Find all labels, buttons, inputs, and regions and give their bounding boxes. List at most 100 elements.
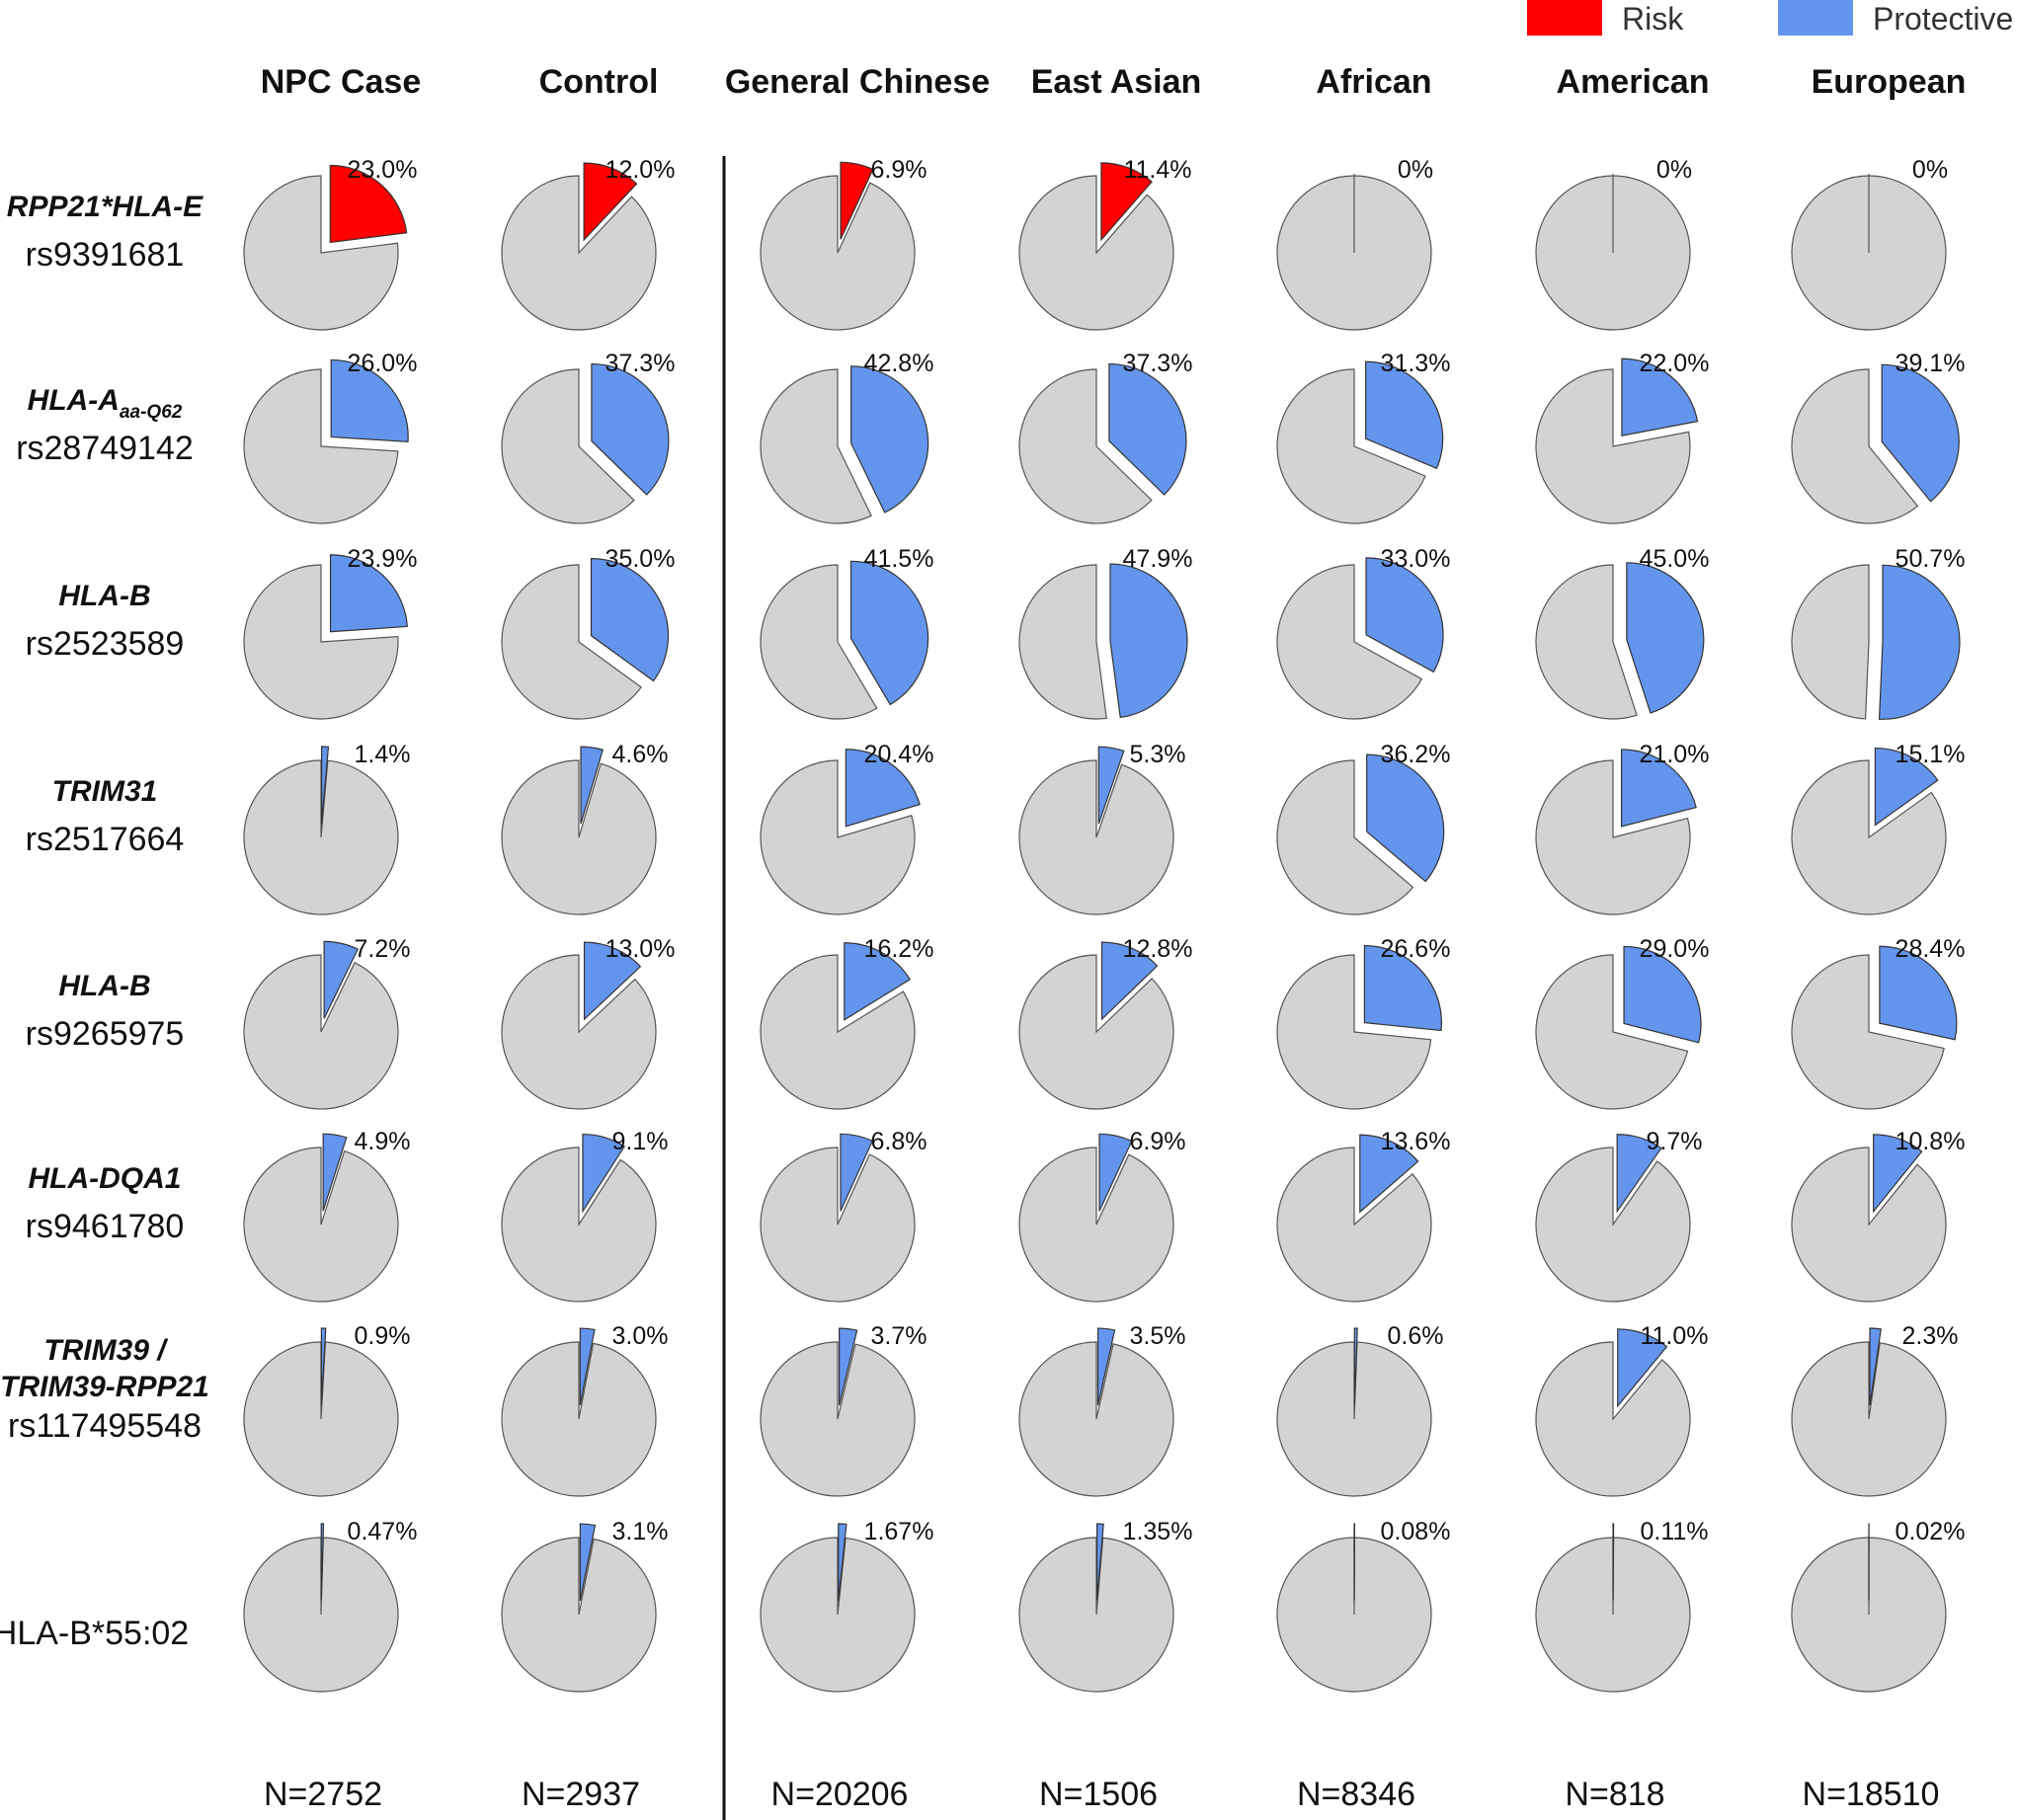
row-snp-label: rs2517664	[26, 821, 185, 858]
pie-percent-label: 0.6%	[1388, 1322, 1444, 1350]
pie-slice-other	[501, 368, 635, 524]
pie-slice-other	[1535, 759, 1691, 915]
pie-slice-other	[1535, 1147, 1691, 1303]
pie-slice-highlight	[1109, 563, 1188, 719]
row-gene-name: HLA-DQA1	[29, 1162, 182, 1195]
pie-slice-other	[1791, 1147, 1947, 1303]
pie-percent-label: 33.0%	[1381, 545, 1451, 573]
pie-slice-highlight	[850, 365, 929, 514]
pie: 0.47%	[243, 1518, 417, 1693]
pie: 41.5%	[760, 545, 934, 720]
pie-slice-highlight	[1098, 1133, 1133, 1212]
pie-slice-other	[1018, 954, 1174, 1110]
pie: 26.0%	[243, 350, 417, 524]
pie-slice-other	[243, 564, 399, 720]
column-header: NPC Case	[261, 63, 422, 101]
row-snp-label: rs9391681	[26, 236, 185, 274]
legend-label-risk: Risk	[1622, 1, 1684, 37]
pie-slice-highlight	[1879, 945, 1958, 1041]
pie-slice-other	[1276, 1537, 1432, 1693]
pie-slice-other	[1791, 759, 1947, 915]
pie-percent-label: 37.3%	[1123, 350, 1193, 377]
pie-slice-other	[1018, 1147, 1174, 1303]
column-header: General Chinese	[725, 63, 990, 101]
pie-percent-label: 1.67%	[864, 1518, 934, 1545]
pie-percent-label: 31.3%	[1381, 350, 1451, 377]
pie-slice-highlight	[1874, 747, 1939, 827]
pie-slice-highlight	[1873, 1134, 1923, 1214]
pie-slice-highlight	[1869, 1327, 1882, 1406]
pie-slice-other	[501, 564, 642, 720]
pie-slice-other	[1018, 175, 1174, 331]
pie-slice-other	[1791, 954, 1945, 1110]
pie-percent-label: 13.6%	[1381, 1128, 1451, 1155]
pie-slice-highlight	[1100, 941, 1159, 1021]
pie: 6.9%	[1018, 1128, 1186, 1303]
pie-slice-highlight	[1095, 1523, 1104, 1602]
pie-slice-other	[760, 1341, 916, 1497]
pie-percent-label: 39.1%	[1896, 350, 1966, 377]
pie-percent-label: 0%	[1398, 156, 1433, 184]
pie: 45.0%	[1535, 545, 1709, 720]
row-gene-name: HLA-A	[28, 384, 120, 417]
pie-slice-other	[1791, 564, 1870, 720]
pie: 20.4%	[760, 741, 933, 915]
column-header: American	[1557, 63, 1710, 101]
pie-slice-other	[1018, 564, 1107, 720]
pie-percent-label: 6.9%	[1130, 1128, 1186, 1155]
column-header: East Asian	[1031, 63, 1202, 101]
pie-slice-highlight	[1878, 564, 1961, 720]
pie-slice-highlight	[583, 162, 638, 242]
pie: 1.35%	[1018, 1518, 1192, 1693]
pie: 0%	[1791, 156, 1948, 331]
pie-slice-highlight	[1097, 746, 1125, 825]
pie-percent-label: 41.5%	[864, 545, 934, 573]
pie-slice-highlight	[1100, 162, 1153, 242]
pie: 4.9%	[243, 1128, 410, 1303]
pie-slice-other	[760, 954, 916, 1110]
pie-slice-highlight	[591, 362, 670, 496]
row-gene-name: HLA-B	[58, 970, 150, 1002]
pie-percent-label: 50.7%	[1896, 545, 1966, 573]
pie-slice-other	[760, 1147, 916, 1303]
pie: 3.0%	[501, 1322, 669, 1497]
pie: 23.9%	[243, 545, 417, 720]
pie-slice-highlight	[582, 1133, 625, 1214]
pie: 37.3%	[501, 350, 675, 524]
pie-percent-label: 42.8%	[864, 350, 934, 377]
pie-slice-other	[1791, 1537, 1947, 1693]
pie-percent-label: 0%	[1912, 156, 1948, 184]
pie: 0.6%	[1276, 1322, 1444, 1497]
pie-slice-other	[243, 1537, 399, 1693]
pie-slice-other	[760, 175, 916, 331]
row-gene-name: TRIM31	[52, 775, 158, 808]
pie-slice-highlight	[845, 749, 921, 828]
pie-percent-label: 0.08%	[1381, 1518, 1451, 1545]
pie-percent-label: 0.9%	[355, 1322, 411, 1350]
sample-size-label: N=18510	[1803, 1776, 1940, 1813]
sample-size-label: N=2752	[264, 1776, 382, 1813]
pie: 21.0%	[1535, 741, 1709, 915]
pie-slice-other	[1535, 564, 1638, 720]
row-gene-label: HLA-B	[58, 580, 150, 612]
pie-slice-highlight	[1612, 1523, 1615, 1602]
pie-slice-highlight	[590, 558, 670, 682]
pie-slice-highlight	[839, 1327, 858, 1406]
pie-slice-other	[1276, 1341, 1432, 1497]
pie: 50.7%	[1791, 545, 1966, 720]
pie-percent-label: 3.1%	[612, 1518, 669, 1545]
row-snp-label: rs2523589	[26, 625, 185, 663]
pie-slice-other	[1535, 368, 1691, 524]
pie: 23.0%	[243, 156, 417, 331]
pie-slice-highlight	[329, 554, 409, 633]
row-gene-name: HLA-B	[58, 580, 150, 612]
pie-slice-other	[1535, 1341, 1691, 1497]
column-header: African	[1316, 63, 1431, 101]
pie-slice-highlight	[579, 1523, 597, 1602]
pie-slice-highlight	[1353, 1327, 1358, 1406]
pie: 12.8%	[1018, 935, 1192, 1110]
pie-slice-other	[1018, 368, 1153, 524]
pie-percent-label: 47.9%	[1123, 545, 1193, 573]
pie-slice-highlight	[1881, 363, 1960, 503]
pie-percent-label: 3.0%	[612, 1322, 669, 1350]
